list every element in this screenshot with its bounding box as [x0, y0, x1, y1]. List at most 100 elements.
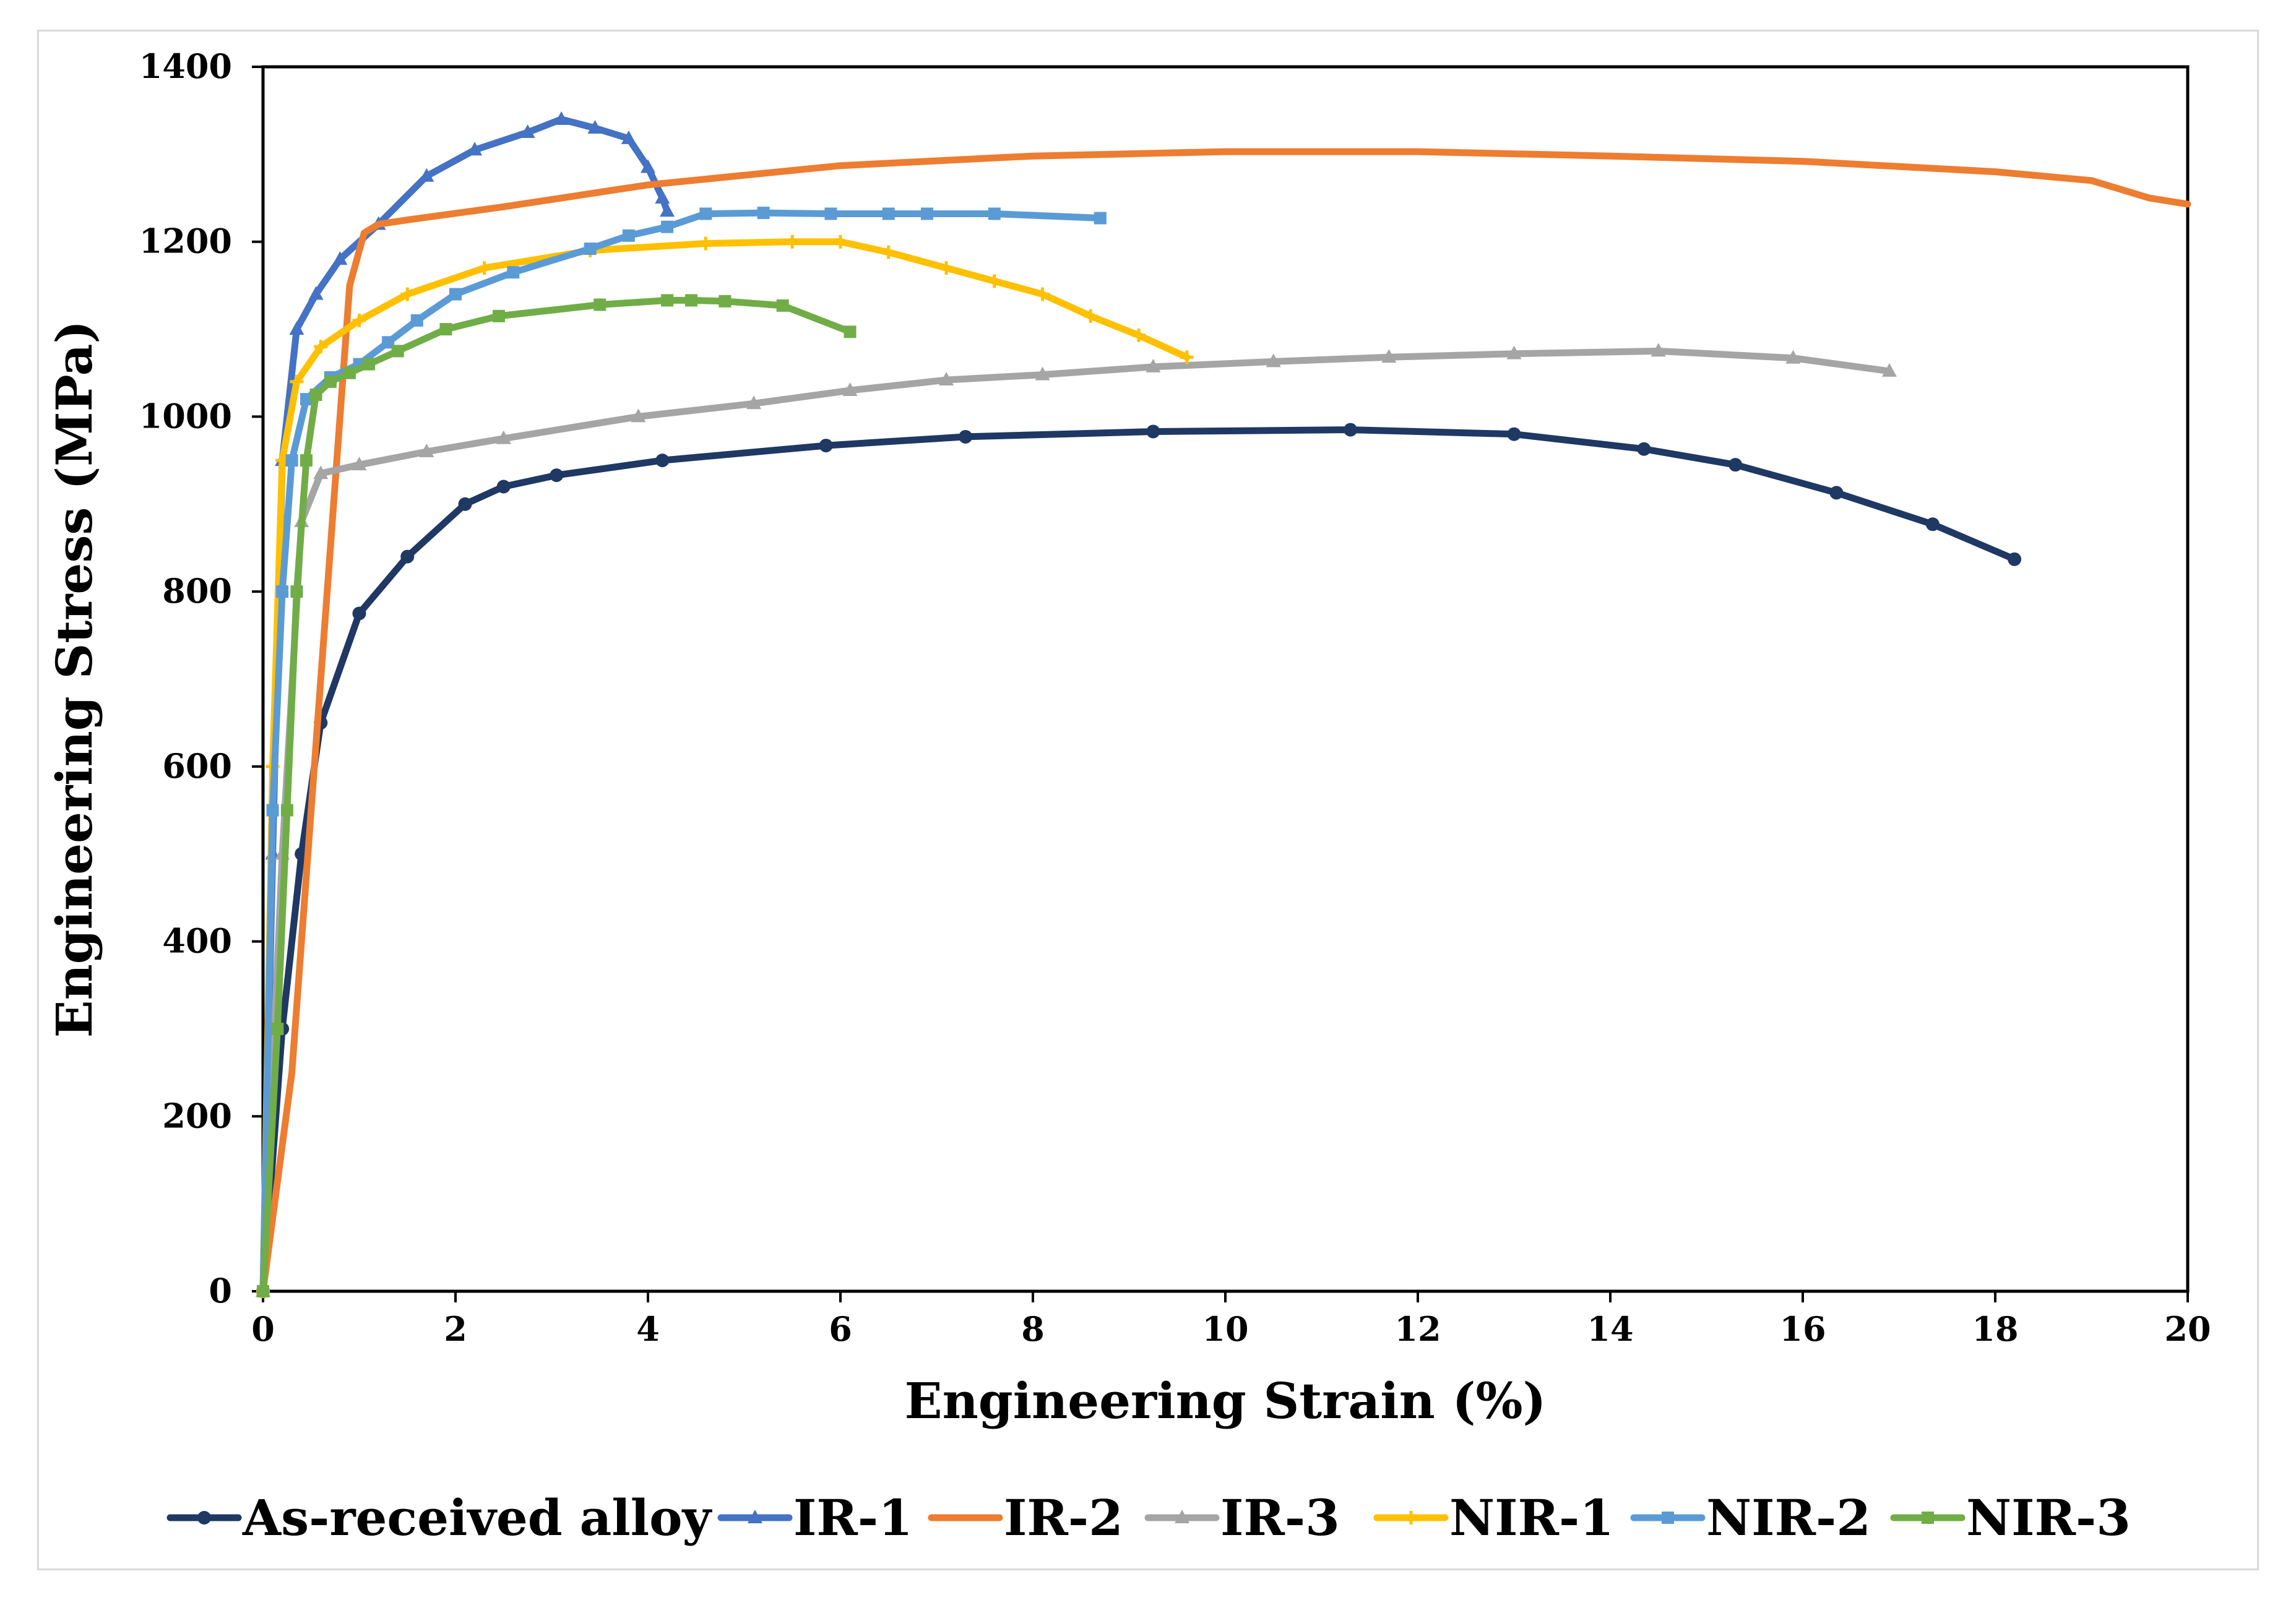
data-point [520, 124, 535, 139]
data-point [391, 345, 404, 358]
data-point [939, 261, 954, 275]
legend-label: IR-2 [1004, 1489, 1123, 1547]
data-point [496, 430, 511, 444]
data-point [467, 142, 483, 156]
data-point [1829, 486, 1844, 500]
data-point [593, 298, 606, 311]
data-point [507, 266, 520, 279]
series-ir-3 [256, 343, 1897, 1297]
y-tick-label: 0 [209, 1271, 232, 1310]
data-point [332, 251, 348, 265]
data-point [757, 207, 770, 220]
data-point [363, 358, 376, 371]
legend-marker [197, 1511, 211, 1525]
data-point [343, 366, 356, 379]
data-point [819, 439, 833, 453]
x-tick-label: 6 [829, 1309, 852, 1349]
data-point [314, 340, 328, 354]
legend-label: IR-3 [1220, 1489, 1340, 1547]
data-point [920, 207, 933, 220]
series-nir-1 [256, 234, 1194, 1298]
legend-marker [1662, 1512, 1674, 1524]
chart-frame [37, 30, 2259, 1570]
legend-label: NIR-3 [1966, 1489, 2131, 1547]
data-point [410, 314, 423, 327]
data-point [1728, 458, 1743, 472]
data-point [939, 372, 954, 386]
data-point [1507, 427, 1521, 441]
data-point [834, 234, 847, 249]
x-tick-label: 16 [1779, 1309, 1826, 1349]
data-point [844, 325, 857, 338]
data-point [1266, 353, 1281, 368]
data-point [621, 130, 636, 144]
data-point [382, 336, 395, 349]
data-point [352, 313, 366, 327]
data-point [1094, 212, 1107, 225]
data-point [882, 207, 895, 220]
y-tick-label: 800 [162, 571, 232, 611]
data-point [987, 274, 1001, 288]
data-point [1035, 366, 1050, 381]
x-tick-label: 20 [2164, 1309, 2211, 1349]
data-point [285, 454, 298, 467]
data-point [496, 480, 511, 494]
legend-item: NIR-3 [1890, 1489, 2131, 1547]
series-line [259, 209, 1104, 1295]
data-point [661, 220, 674, 233]
data-point [492, 309, 505, 322]
data-point [439, 323, 452, 336]
plot-area [261, 65, 2190, 1293]
x-tick-label: 14 [1587, 1309, 1633, 1349]
y-tick-label: 600 [162, 746, 232, 786]
data-point [655, 454, 670, 468]
data-point [276, 585, 289, 598]
data-point [1146, 358, 1161, 372]
legend-marker [1175, 1510, 1189, 1523]
data-point [400, 287, 415, 301]
data-point [1637, 442, 1651, 456]
data-point [1925, 517, 1940, 531]
y-axis-title: Engineering Stress (MPa) [45, 320, 103, 1038]
legend-label: IR-1 [793, 1489, 913, 1547]
y-tick-label: 1400 [139, 46, 232, 86]
data-point [313, 465, 329, 480]
series-nir-2 [257, 207, 1107, 1297]
data-point [419, 443, 434, 457]
data-point [1132, 328, 1146, 342]
y-tick-label: 400 [162, 921, 232, 961]
data-point [1344, 423, 1358, 437]
data-point [2008, 552, 2022, 566]
data-point [587, 119, 603, 134]
series-ir-2 [259, 148, 2191, 1295]
data-point [785, 234, 800, 249]
data-point [1146, 424, 1160, 439]
legend-marker [1922, 1512, 1934, 1524]
legend-item: IR-2 [928, 1489, 1123, 1547]
x-tick-label: 18 [1972, 1309, 2018, 1349]
data-point [352, 606, 366, 621]
series-line [259, 148, 2191, 1295]
data-point [641, 159, 655, 173]
data-point [300, 393, 313, 406]
data-point [449, 288, 462, 301]
data-point [290, 585, 303, 598]
data-point [881, 245, 896, 259]
x-tick-label: 4 [636, 1309, 660, 1349]
data-point [959, 429, 973, 444]
data-point [655, 190, 670, 204]
y-tick-label: 200 [162, 1096, 232, 1135]
data-point [458, 497, 472, 511]
legend-item: IR-1 [717, 1489, 913, 1547]
legend-item: NIR-1 [1373, 1489, 1614, 1547]
data-point [824, 207, 837, 220]
data-point [477, 261, 491, 275]
data-point [699, 236, 713, 251]
y-tick-label: 1000 [139, 396, 232, 436]
series-as-received-alloy [256, 423, 2022, 1298]
data-point [776, 299, 789, 312]
data-point [631, 408, 646, 423]
data-point [308, 286, 324, 300]
data-point [988, 207, 1001, 220]
